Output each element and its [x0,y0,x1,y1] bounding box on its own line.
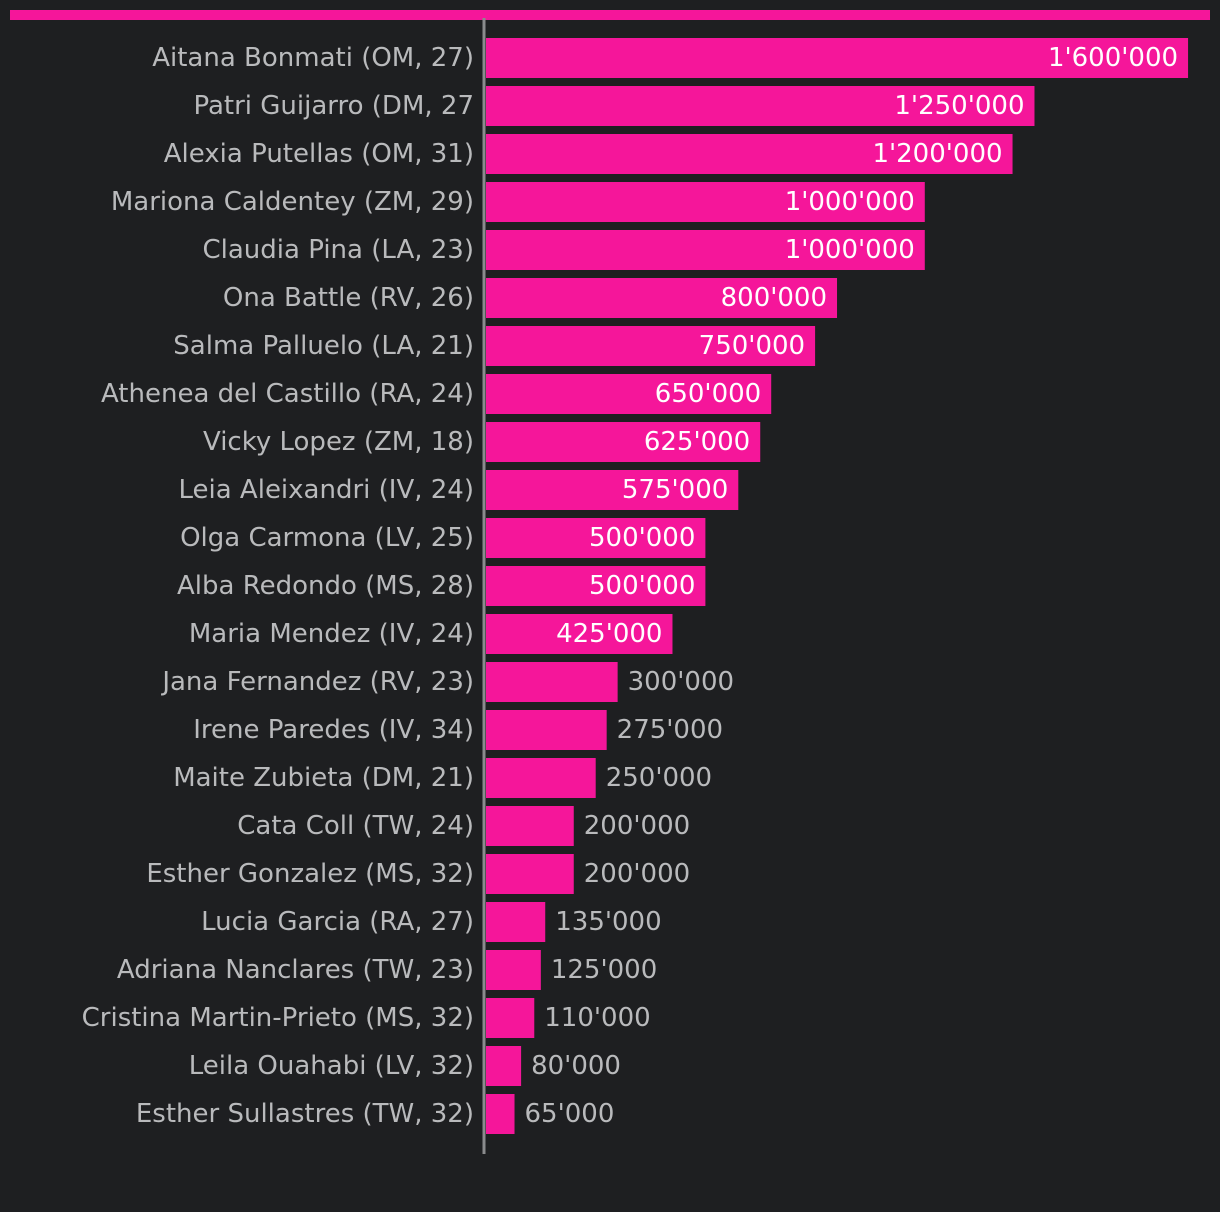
category-label-16: Cata Coll (TW, 24) [237,811,474,841]
value-label-22: 65'000 [525,1099,615,1129]
bar-11 [486,566,706,606]
value-label-4: 1'000'000 [785,235,915,265]
value-label-14: 275'000 [617,715,723,745]
bar-14 [486,710,607,750]
category-label-4: Claudia Pina (LA, 23) [203,235,475,265]
category-label-21: Leila Ouahabi (LV, 32) [189,1051,474,1081]
value-label-11: 500'000 [589,571,695,601]
bar-6 [486,326,816,366]
bars-layer [486,38,1189,1134]
value-label-7: 650'000 [655,379,761,409]
category-label-0: Aitana Bonmati (OM, 27) [152,43,474,73]
category-label-5: Ona Battle (RV, 26) [223,283,474,313]
bar-2 [486,134,1013,174]
bar-16 [486,806,574,846]
bar-9 [486,470,739,510]
value-label-18: 135'000 [555,907,661,937]
bar-12 [486,614,673,654]
bar-10 [486,518,706,558]
category-label-14: Irene Paredes (IV, 34) [193,715,474,745]
value-label-16: 200'000 [584,811,690,841]
bar-4 [486,230,925,270]
category-label-15: Maite Zubieta (DM, 21) [173,763,474,793]
bar-1 [486,86,1035,126]
value-label-17: 200'000 [584,859,690,889]
bar-21 [486,1046,522,1086]
value-label-12: 425'000 [556,619,662,649]
value-labels-layer: 1'600'000 1'250'000 1'200'000 1'000'000 1'00… [525,43,1179,1129]
category-label-9: Leia Aleixandri (IV, 24) [178,475,474,505]
category-label-13: Jana Fernandez (RV, 23) [160,667,474,697]
category-label-20: Cristina Martin-Prieto (MS, 32) [82,1003,474,1033]
category-label-10: Olga Carmona (LV, 25) [180,523,474,553]
bar-13 [486,662,618,702]
category-label-19: Adriana Nanclares (TW, 23) [117,955,474,985]
bar-17 [486,854,574,894]
bar-0 [486,38,1189,78]
category-label-8: Vicky Lopez (ZM, 18) [203,427,474,457]
value-label-13: 300'000 [628,667,734,697]
value-label-9: 575'000 [622,475,728,505]
value-label-1: 1'250'000 [894,91,1024,121]
value-label-10: 500'000 [589,523,695,553]
category-label-17: Esther Gonzalez (MS, 32) [146,859,474,889]
top-accent-bar [10,10,1210,20]
category-labels-layer: Aitana Bonmati (OM, 27) Patri Guijarro (D… [82,43,474,1129]
bar-5 [486,278,838,318]
category-label-1: Patri Guijarro (DM, 27 [193,91,474,121]
category-label-2: Alexia Putellas (OM, 31) [164,139,474,169]
value-label-8: 625'000 [644,427,750,457]
value-label-19: 125'000 [551,955,657,985]
bar-15 [486,758,596,798]
category-label-22: Esther Sullastres (TW, 32) [136,1099,474,1129]
value-label-6: 750'000 [699,331,805,361]
value-label-15: 250'000 [606,763,712,793]
value-label-21: 80'000 [531,1051,621,1081]
value-label-20: 110'000 [544,1003,650,1033]
bar-7 [486,374,772,414]
bar-8 [486,422,761,462]
value-label-2: 1'200'000 [872,139,1002,169]
bar-20 [486,998,535,1038]
category-label-3: Mariona Caldentey (ZM, 29) [111,187,474,217]
category-label-12: Maria Mendez (IV, 24) [189,619,474,649]
bar-18 [486,902,546,942]
bar-22 [486,1094,515,1134]
value-label-5: 800'000 [721,283,827,313]
category-label-18: Lucia Garcia (RA, 27) [201,907,474,937]
bar-19 [486,950,541,990]
category-label-7: Athenea del Castillo (RA, 24) [101,379,474,409]
value-label-0: 1'600'000 [1048,43,1178,73]
category-label-6: Salma Palluelo (LA, 21) [173,331,474,361]
value-label-3: 1'000'000 [785,187,915,217]
bar-3 [486,182,925,222]
category-label-11: Alba Redondo (MS, 28) [177,571,474,601]
